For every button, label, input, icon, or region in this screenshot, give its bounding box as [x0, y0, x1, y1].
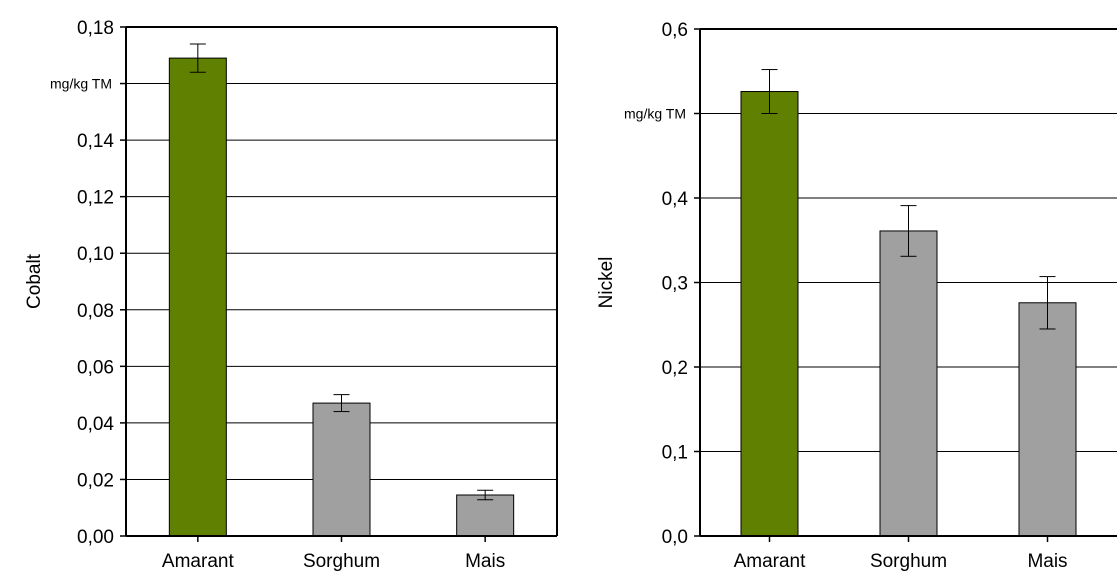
- cobalt-bar-amarant: [168, 57, 227, 537]
- cobalt-category-label: Mais: [465, 551, 505, 572]
- nickel-category-label: Sorghum: [870, 551, 947, 572]
- nickel-errorbar-amarant: [761, 69, 778, 114]
- cobalt-ytick-label: 0,06: [77, 357, 114, 378]
- nickel-y-axis-label: Nickel: [596, 257, 617, 309]
- cobalt-bar-sorghum: [312, 402, 371, 537]
- nickel-chart: 0,0 0,1 0,2 0,3 0,4 0,6 mg/kg TM Amarant Sorghum…: [596, 20, 1117, 572]
- nickel-unit-label: mg/kg TM: [624, 106, 686, 122]
- cobalt-errorbar-amarant: [189, 43, 206, 73]
- cobalt-ytick-label: 0,04: [77, 414, 114, 435]
- nickel-bar-mais: [1018, 302, 1077, 537]
- cobalt-y-axis-label: Cobalt: [24, 253, 45, 309]
- cobalt-ytick-label: 0,08: [77, 301, 114, 322]
- nickel-ytick-label: 0,2: [662, 358, 688, 379]
- nickel-ytick-label: 0,4: [662, 189, 689, 210]
- cobalt-ytick-label: 0,14: [77, 131, 114, 152]
- cobalt-bar-mais: [456, 494, 515, 537]
- nickel-ytick-label: 0,1: [662, 443, 688, 464]
- cobalt-chart: 0,00 0,02 0,04 0,06 0,08 0,10 0,12 0,14 0,18 mg/k…: [24, 18, 558, 572]
- cobalt-errorbar-mais: [477, 489, 494, 501]
- nickel-bar-sorghum: [879, 230, 938, 537]
- cobalt-ytick-label: 0,02: [77, 470, 114, 491]
- nickel-category-label: Amarant: [734, 551, 807, 572]
- cobalt-ytick-label: 0,10: [77, 244, 114, 265]
- nickel-errorbar-mais: [1039, 276, 1056, 330]
- nickel-errorbar-sorghum: [900, 205, 917, 257]
- cobalt-category-label: Amarant: [162, 551, 235, 572]
- nickel-ytick-label: 0,0: [662, 527, 688, 548]
- cobalt-category-label: Sorghum: [303, 551, 380, 572]
- nickel-ytick-label: 0,6: [662, 20, 688, 41]
- nickel-bar-amarant: [740, 91, 799, 537]
- nickel-ytick-label: 0,3: [662, 274, 688, 295]
- cobalt-errorbar-sorghum: [333, 394, 350, 413]
- cobalt-ytick-label: 0,18: [77, 18, 114, 39]
- cobalt-ytick-label: 0,12: [77, 188, 114, 209]
- nickel-category-label: Mais: [1027, 551, 1067, 572]
- cobalt-unit-label: mg/kg TM: [50, 76, 112, 92]
- cobalt-ytick-label: 0,00: [77, 527, 114, 548]
